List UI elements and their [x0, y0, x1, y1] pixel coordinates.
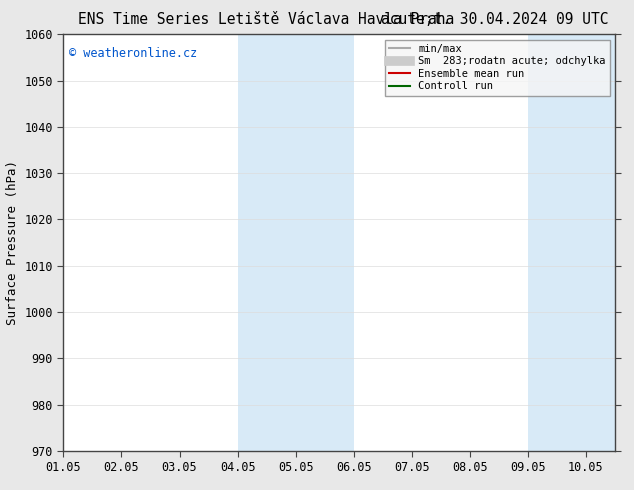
- Text: acute;t. 30.04.2024 09 UTC: acute;t. 30.04.2024 09 UTC: [381, 12, 608, 27]
- Bar: [528, 34, 615, 451]
- Text: ENS Time Series Letiště Václava Havla Praha: ENS Time Series Letiště Václava Havla Pr…: [78, 12, 455, 27]
- Legend: min/max, Sm  283;rodatn acute; odchylka, Ensemble mean run, Controll run: min/max, Sm 283;rodatn acute; odchylka, …: [385, 40, 610, 96]
- Bar: [238, 34, 354, 451]
- Y-axis label: Surface Pressure (hPa): Surface Pressure (hPa): [6, 160, 19, 325]
- Text: © weatheronline.cz: © weatheronline.cz: [69, 47, 197, 60]
